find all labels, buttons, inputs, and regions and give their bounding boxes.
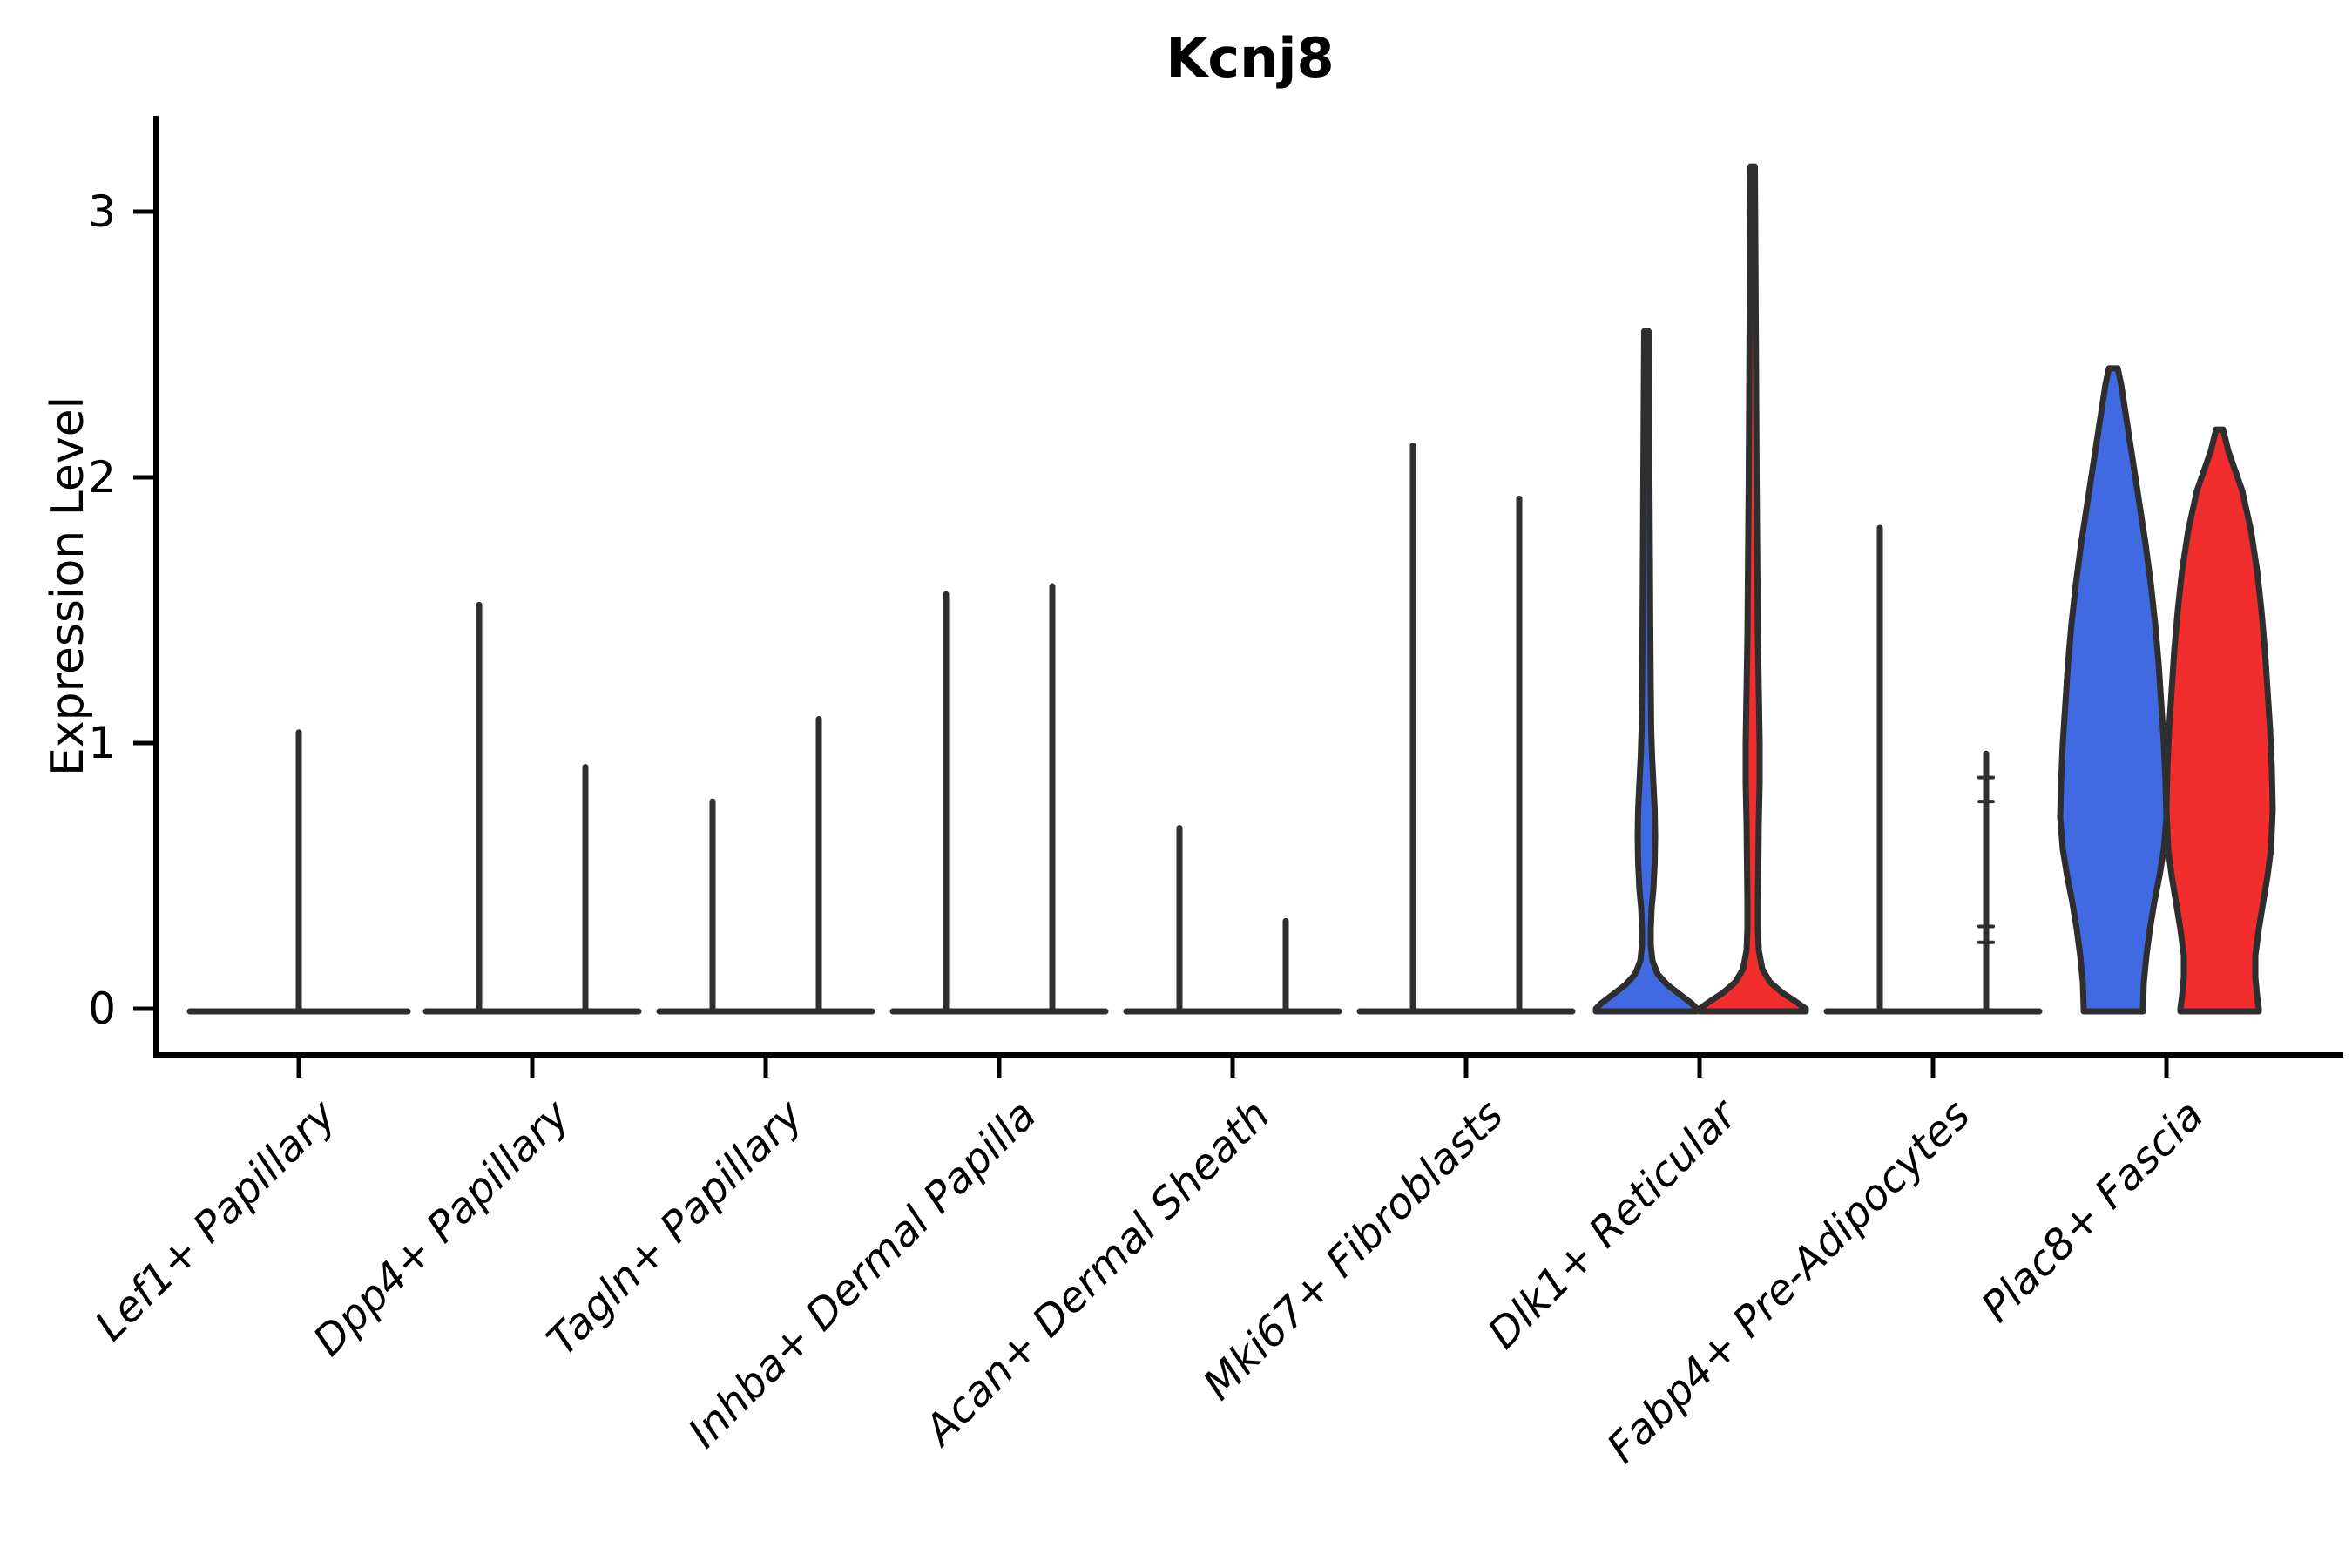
y-tick-label: 3 (88, 186, 116, 237)
y-tick-label: 2 (88, 452, 116, 503)
violin-shape (2057, 365, 2170, 1015)
y-tick-label: 0 (88, 983, 116, 1034)
violin-shape (1592, 328, 1700, 1015)
violin-shape (1696, 163, 1809, 1015)
violin-shape (2163, 426, 2276, 1015)
y-tick-label: 1 (88, 718, 116, 768)
chart-title: Kcnj8 (1166, 26, 1335, 90)
